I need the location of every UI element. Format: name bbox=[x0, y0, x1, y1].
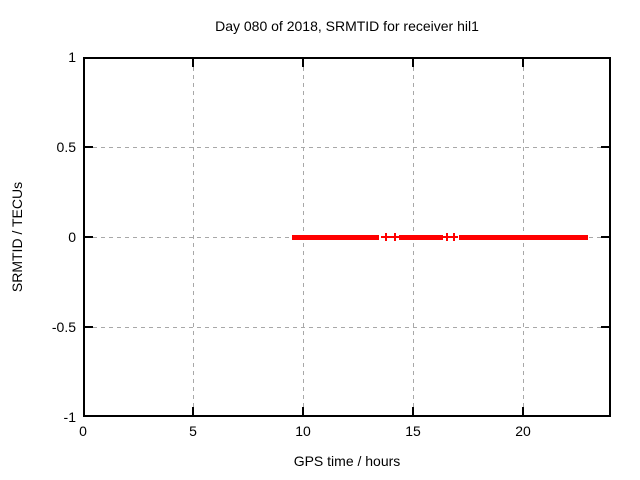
data-segment bbox=[398, 234, 443, 240]
x-tick-bottom bbox=[522, 407, 524, 415]
x-tick-label: 15 bbox=[405, 423, 421, 439]
x-tick-label: 0 bbox=[79, 423, 87, 439]
y-tick-label: 0.5 bbox=[56, 139, 76, 155]
y-tick-label: 1 bbox=[68, 49, 76, 65]
x-axis-label: GPS time / hours bbox=[293, 453, 401, 469]
plot-area bbox=[83, 57, 611, 417]
data-point-plus bbox=[452, 233, 455, 241]
x-tick-top bbox=[522, 59, 524, 67]
x-tick-label: 20 bbox=[515, 423, 531, 439]
x-tick-label: 10 bbox=[295, 423, 311, 439]
y-tick-left bbox=[85, 326, 93, 328]
y-tick-right bbox=[601, 326, 609, 328]
x-tick-top bbox=[192, 59, 194, 67]
data-segment bbox=[458, 234, 588, 240]
data-point-plus bbox=[393, 233, 396, 241]
gridline-horizontal bbox=[85, 146, 609, 148]
data-point-plus bbox=[384, 233, 387, 241]
y-tick-label: -1 bbox=[63, 409, 76, 425]
y-tick-right bbox=[601, 146, 609, 148]
y-tick-left bbox=[85, 146, 93, 148]
x-tick-bottom bbox=[302, 407, 304, 415]
x-tick-top bbox=[412, 59, 414, 67]
x-tick-bottom bbox=[192, 407, 194, 415]
gridline-horizontal bbox=[85, 326, 609, 328]
data-point-plus bbox=[446, 233, 449, 241]
x-tick-bottom bbox=[412, 407, 414, 415]
x-tick-top bbox=[302, 59, 304, 67]
chart-title: Day 080 of 2018, SRMTID for receiver hil… bbox=[215, 18, 479, 34]
y-tick-right bbox=[601, 236, 609, 238]
y-tick-label: -0.5 bbox=[51, 319, 76, 335]
x-tick-label: 5 bbox=[189, 423, 197, 439]
data-segment bbox=[291, 234, 379, 240]
y-tick-left bbox=[85, 236, 93, 238]
y-tick-label: 0 bbox=[68, 229, 76, 245]
